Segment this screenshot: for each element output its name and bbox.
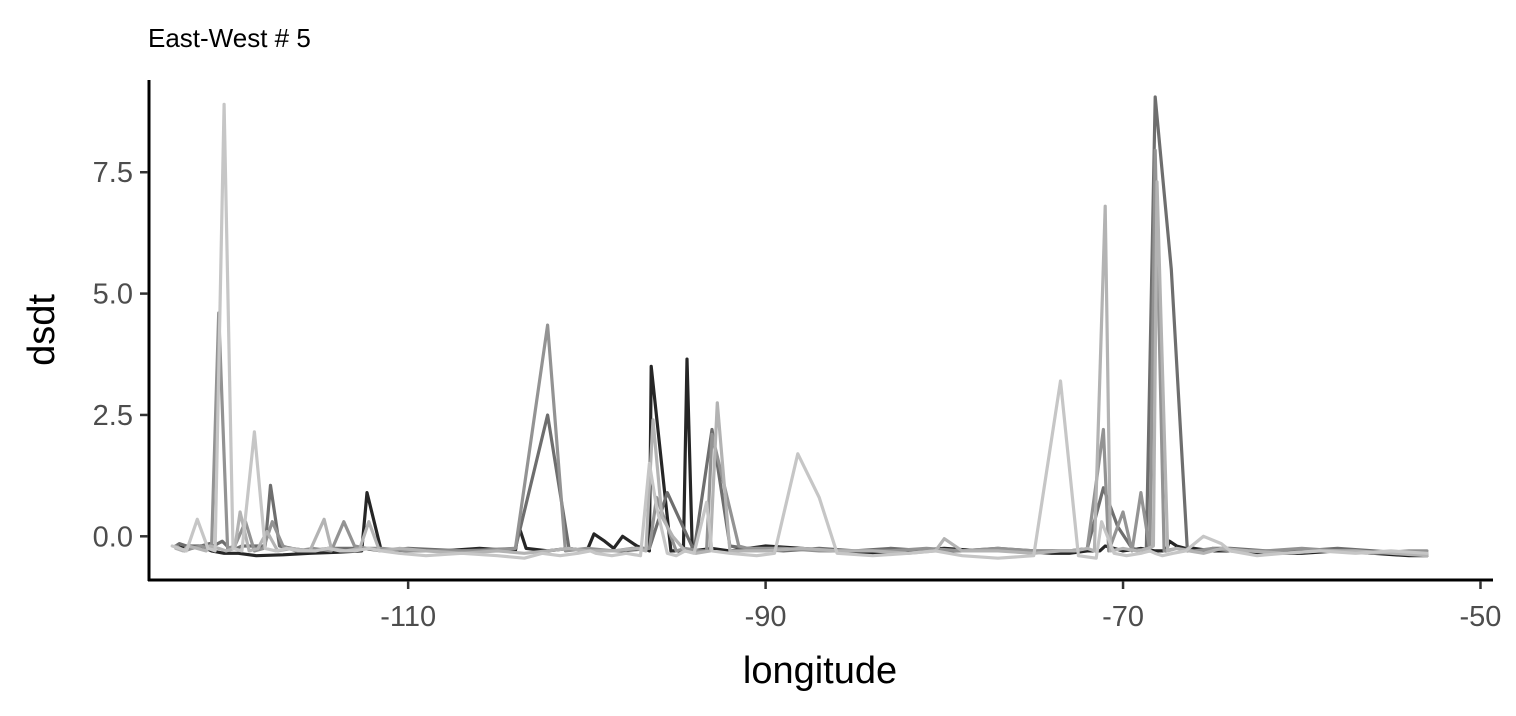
y-tick-label: 2.5: [93, 400, 133, 432]
x-tick-label: -50: [1460, 601, 1502, 633]
y-tick-label: 0.0: [93, 521, 133, 553]
x-axis-ticks: -110 -90 -70 -50: [380, 581, 1501, 633]
series-layer: [170, 95, 1429, 560]
chart-title: East-West # 5: [148, 23, 311, 53]
x-axis-title: longitude: [743, 650, 897, 692]
y-axis-title: dsdt: [21, 294, 63, 366]
x-tick-label: -70: [1102, 601, 1144, 633]
series-line-3: [174, 148, 1429, 555]
series-line-1: [174, 357, 1429, 558]
x-tick-label: -90: [745, 601, 787, 633]
series-line-5: [170, 102, 1429, 560]
y-tick-label: 5.0: [93, 279, 133, 311]
y-tick-label: 7.5: [93, 157, 133, 189]
series-line-2: [174, 95, 1429, 555]
x-tick-label: -110: [380, 601, 436, 633]
series-line-4: [174, 180, 1429, 558]
y-axis-ticks: 0.0 2.5 5.0 7.5: [93, 157, 148, 553]
